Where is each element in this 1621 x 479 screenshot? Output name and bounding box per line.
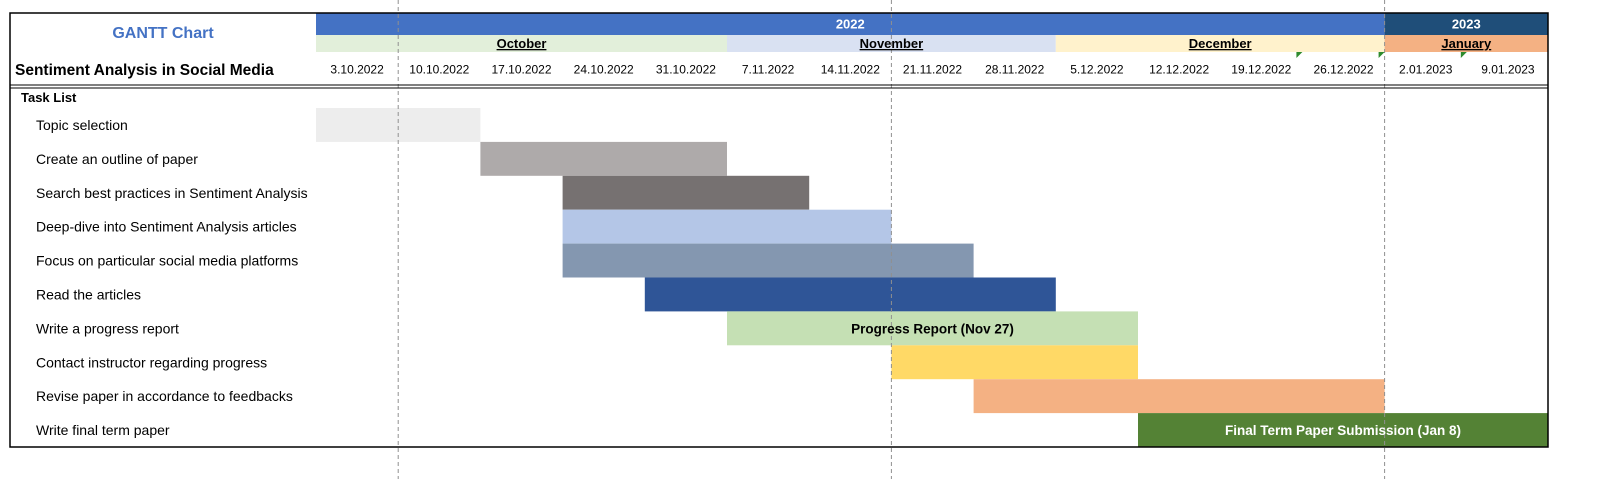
week-date-label: 19.12.2022	[1231, 63, 1291, 77]
task-name: Focus on particular social media platfor…	[36, 253, 298, 269]
task-bar	[480, 141, 727, 176]
cell-marker	[1460, 52, 1467, 58]
month-header-cell	[1055, 35, 1385, 52]
task-bar-label: Progress Report (Nov 27)	[851, 321, 1014, 336]
week-date-label: 12.12.2022	[1149, 63, 1209, 77]
project-name: Sentiment Analysis in Social Media	[15, 62, 274, 79]
task-name: Write a progress report	[36, 320, 179, 336]
year-header-cell	[316, 13, 1385, 35]
week-date-label: 26.12.2022	[1313, 63, 1373, 77]
week-date-label: 17.10.2022	[491, 63, 551, 77]
task-name: Create an outline of paper	[36, 151, 198, 167]
month-label: January	[1441, 36, 1492, 51]
chart-title: GANTT Chart	[112, 25, 214, 42]
task-bar	[727, 311, 1138, 346]
week-date-label: 10.10.2022	[409, 63, 469, 77]
week-date-label: 24.10.2022	[574, 63, 634, 77]
gantt-chart-svg: 2022 2023 October November December January 3.…	[9, 0, 1549, 479]
task-bar	[891, 345, 1138, 380]
task-name: Deep-dive into Sentiment Analysis articl…	[36, 219, 297, 235]
task-list-header: Task List	[21, 90, 77, 105]
task-name: Contact instructor regarding progress	[36, 354, 267, 370]
year-label: 2023	[1452, 17, 1481, 32]
week-date-label: 21.11.2022	[903, 63, 962, 77]
month-header-cell	[1384, 35, 1548, 52]
task-bar-label: Final Term Paper Submission (Jan 8)	[1225, 423, 1461, 438]
task-bar	[562, 243, 974, 278]
task-bar	[644, 277, 1056, 312]
year-label: 2022	[836, 17, 865, 32]
week-date-label: 14.11.2022	[821, 63, 880, 77]
chart-border	[9, 12, 1549, 448]
month-label: December	[1189, 36, 1252, 51]
week-date-label: 5.12.2022	[1070, 63, 1124, 77]
task-bar	[973, 379, 1385, 414]
week-date-label: 2.01.2023	[1399, 63, 1453, 77]
month-label: November	[860, 36, 924, 51]
week-date-label: 3.10.2022	[330, 63, 384, 77]
year-header-cell	[1384, 13, 1548, 35]
task-bar	[562, 209, 892, 244]
month-label: October	[497, 36, 547, 51]
cell-marker	[1296, 52, 1303, 58]
task-bar	[1138, 413, 1548, 447]
task-name: Read the articles	[36, 286, 141, 302]
task-name: Revise paper in accordance to feedbacks	[36, 388, 293, 404]
cell-marker	[1378, 52, 1385, 58]
week-date-label: 7.11.2022	[742, 63, 795, 77]
week-date-label: 9.01.2023	[1481, 63, 1535, 77]
week-date-label: 31.10.2022	[656, 63, 716, 77]
month-header-cell	[316, 35, 727, 52]
task-name: Topic selection	[36, 117, 128, 133]
task-bar	[562, 175, 810, 210]
week-date-label: 28.11.2022	[985, 63, 1044, 77]
task-name: Search best practices in Sentiment Analy…	[36, 185, 308, 201]
task-name: Write final term paper	[36, 422, 170, 438]
